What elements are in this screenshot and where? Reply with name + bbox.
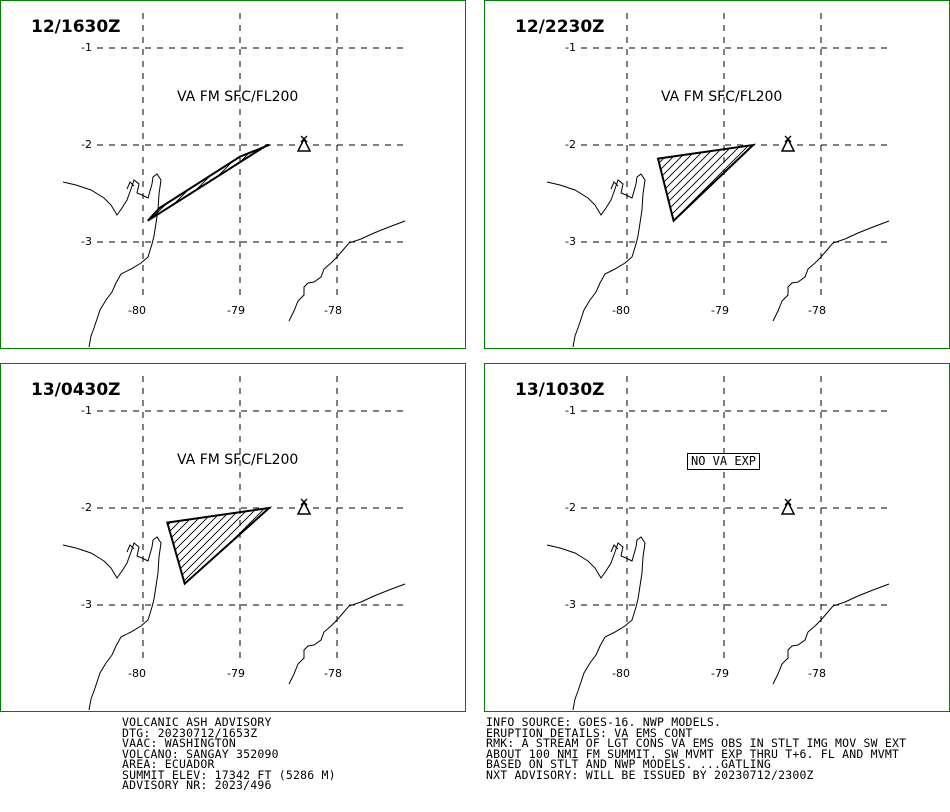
lon-label-3: -78 [808, 667, 826, 680]
advisory-line: VAAC: WASHINGTON [122, 736, 236, 750]
coastline-inlet [126, 544, 135, 553]
border-line [772, 583, 890, 685]
map-panel-4: 13/1030Z NO VA EXP -1 -2 -3 -80 -79 -78 [484, 363, 950, 712]
map-panel-1: 12/1630Z VA FM SFC/FL200 -1 -2 -3 -80 -7… [0, 0, 466, 349]
coastline [546, 173, 646, 348]
lat-label-3: -3 [81, 235, 92, 248]
coastline-inlet [610, 544, 619, 553]
ash-cloud-polygon [147, 144, 270, 222]
panel-title: 12/1630Z [31, 17, 121, 37]
lat-label-2: -2 [565, 138, 576, 151]
lon-label-2: -79 [711, 304, 729, 317]
lat-label-1: -1 [565, 41, 576, 54]
advisory-line: INFO SOURCE: GOES-16. NWP MODELS. [486, 715, 722, 729]
lat-label-2: -2 [81, 501, 92, 514]
border-line [288, 220, 406, 322]
advisory-line: RMK: A STREAM OF LGT CONS VA EMS OBS IN … [486, 736, 907, 750]
lat-label-1: -1 [565, 404, 576, 417]
map-canvas [62, 376, 406, 711]
lat-label-3: -3 [565, 598, 576, 611]
coastline [62, 536, 162, 711]
advisory-line: DTG: 20230712/1653Z [122, 725, 258, 740]
map-canvas [546, 13, 890, 348]
lat-label-3: -3 [81, 598, 92, 611]
panel-title: 12/2230Z [515, 17, 605, 37]
lat-label-1: -1 [81, 404, 92, 417]
advisory-line: ADVISORY NR: 2023/496 [122, 778, 272, 792]
advisory-line: SUMMIT ELEV: 17342 FT (5286 M) [122, 767, 336, 782]
advisory-header-block: VOLCANIC ASH ADVISORY DTG: 20230712/1653… [122, 717, 336, 791]
border-line [772, 220, 890, 322]
lat-label-1: -1 [81, 41, 92, 54]
coastline-inlet [126, 181, 135, 190]
ash-cloud-polygon [656, 143, 757, 223]
ash-cloud-polygon [166, 506, 273, 586]
lat-label-2: -2 [565, 501, 576, 514]
map-panel-3: 13/0430Z VA FM SFC/FL200 -1 -2 -3 -80 -7… [0, 363, 466, 712]
ash-label: VA FM SFC/FL200 [177, 452, 299, 468]
lat-label-2: -2 [81, 138, 92, 151]
ash-label: VA FM SFC/FL200 [177, 89, 299, 105]
panel-title: 13/1030Z [515, 380, 605, 400]
lon-label-1: -80 [612, 304, 630, 317]
advisory-remarks-block: INFO SOURCE: GOES-16. NWP MODELS. ERUPTI… [486, 717, 906, 780]
volcano-icon [296, 498, 312, 515]
lat-label-3: -3 [565, 235, 576, 248]
lon-label-3: -78 [324, 667, 342, 680]
advisory-line: BASED ON STLT AND NWP MODELS. ...GATLING [486, 757, 771, 771]
panel-title: 13/0430Z [31, 380, 121, 400]
lon-label-3: -78 [324, 304, 342, 317]
coastline-inlet [610, 181, 619, 190]
lon-label-2: -79 [227, 304, 245, 317]
map-canvas [62, 13, 406, 348]
advisory-line: ABOUT 100 NMI FM SUMMIT. SW MVMT EXP THR… [486, 746, 900, 761]
lon-label-3: -78 [808, 304, 826, 317]
coastline [546, 536, 646, 711]
border-line [288, 583, 406, 685]
volcano-icon [780, 135, 796, 152]
lon-label-1: -80 [128, 667, 146, 680]
volcano-icon [780, 498, 796, 515]
advisory-line: VOLCANIC ASH ADVISORY [122, 715, 272, 729]
volcano-icon [296, 135, 312, 152]
lon-label-1: -80 [128, 304, 146, 317]
advisory-line: ERUPTION DETAILS: VA EMS CONT [486, 725, 693, 740]
map-panel-2: 12/2230Z VA FM SFC/FL200 -1 -2 -3 -80 -7… [484, 0, 950, 349]
advisory-line: AREA: ECUADOR [122, 757, 215, 771]
lon-label-2: -79 [227, 667, 245, 680]
advisory-line: VOLCANO: SANGAY 352090 [122, 746, 279, 761]
lon-label-2: -79 [711, 667, 729, 680]
advisory-line: NXT ADVISORY: WILL BE ISSUED BY 20230712… [486, 767, 814, 782]
ash-label: VA FM SFC/FL200 [661, 89, 783, 105]
map-canvas [546, 376, 890, 711]
lon-label-1: -80 [612, 667, 630, 680]
no-va-exp-box: NO VA EXP [687, 453, 761, 470]
coastline [62, 173, 162, 348]
